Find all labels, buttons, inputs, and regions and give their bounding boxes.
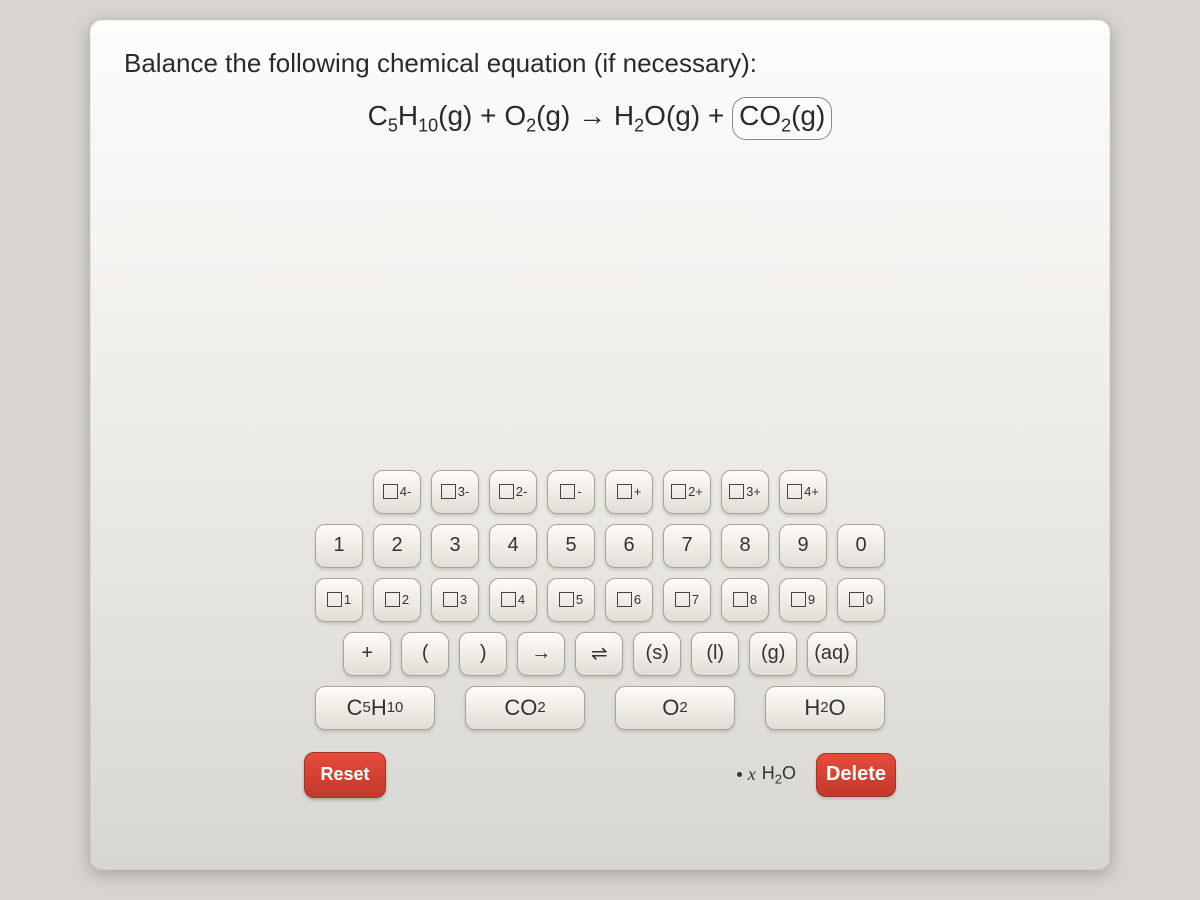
key-4[interactable]: 4 xyxy=(489,524,537,568)
key-sup-minus[interactable]: - xyxy=(547,470,595,514)
equation-display: C5H10(g) + O2(g) → H2O(g) + CO2(g) xyxy=(124,97,1076,140)
keypad: 4- 3- 2- - + 2+ 3+ 4+ 1 2 3 4 5 6 7 8 9 … xyxy=(124,470,1076,798)
key-9[interactable]: 9 xyxy=(779,524,827,568)
key-o2[interactable]: O2 xyxy=(615,686,735,730)
delete-button[interactable]: Delete xyxy=(816,753,896,797)
eq-o2: O2(g) xyxy=(504,100,578,131)
eq-h2o: H2O(g) xyxy=(614,100,708,131)
key-sub-3[interactable]: 3 xyxy=(431,578,479,622)
key-sup-3plus[interactable]: 3+ xyxy=(721,470,769,514)
row-superscripts: 4- 3- 2- - + 2+ 3+ 4+ xyxy=(373,470,827,514)
key-2[interactable]: 2 xyxy=(373,524,421,568)
key-5[interactable]: 5 xyxy=(547,524,595,568)
key-sub-8[interactable]: 8 xyxy=(721,578,769,622)
key-state-s[interactable]: (s) xyxy=(633,632,681,676)
key-sub-7[interactable]: 7 xyxy=(663,578,711,622)
key-state-g[interactable]: (g) xyxy=(749,632,797,676)
row-operators: + ( ) → ⇌ (s) (l) (g) (aq) xyxy=(343,632,857,676)
question-prompt: Balance the following chemical equation … xyxy=(124,48,1076,79)
key-sub-2[interactable]: 2 xyxy=(373,578,421,622)
key-7[interactable]: 7 xyxy=(663,524,711,568)
answer-hint: x H2O xyxy=(727,763,806,787)
key-h2o[interactable]: H2O xyxy=(765,686,885,730)
answer-workspace[interactable] xyxy=(124,150,1076,470)
eq-arrow: → xyxy=(578,100,614,131)
key-0[interactable]: 0 xyxy=(837,524,885,568)
row-compounds: C5H10 CO2 O2 H2O xyxy=(315,686,885,730)
key-6[interactable]: 6 xyxy=(605,524,653,568)
key-sup-2plus[interactable]: 2+ xyxy=(663,470,711,514)
key-c5h10[interactable]: C5H10 xyxy=(315,686,435,730)
eq-plus-1: + xyxy=(480,100,504,131)
key-sub-1[interactable]: 1 xyxy=(315,578,363,622)
key-sub-4[interactable]: 4 xyxy=(489,578,537,622)
row-numbers: 1 2 3 4 5 6 7 8 9 0 xyxy=(315,524,885,568)
row-bottom: Reset x H2O Delete xyxy=(124,752,1076,798)
key-lparen[interactable]: ( xyxy=(401,632,449,676)
reset-button[interactable]: Reset xyxy=(304,752,386,798)
eq-plus-2: + xyxy=(708,100,732,131)
key-sub-0[interactable]: 0 xyxy=(837,578,885,622)
key-rparen[interactable]: ) xyxy=(459,632,507,676)
key-arrow[interactable]: → xyxy=(517,632,565,676)
key-sub-6[interactable]: 6 xyxy=(605,578,653,622)
key-sup-4plus[interactable]: 4+ xyxy=(779,470,827,514)
key-sup-2minus[interactable]: 2- xyxy=(489,470,537,514)
key-8[interactable]: 8 xyxy=(721,524,769,568)
eq-co2-selected[interactable]: CO2(g) xyxy=(732,97,832,140)
key-equilibrium[interactable]: ⇌ xyxy=(575,632,623,676)
key-sub-5[interactable]: 5 xyxy=(547,578,595,622)
key-sup-3minus[interactable]: 3- xyxy=(431,470,479,514)
key-1[interactable]: 1 xyxy=(315,524,363,568)
eq-c5h10: C5H10(g) xyxy=(368,100,481,131)
key-sup-plus[interactable]: + xyxy=(605,470,653,514)
key-state-aq[interactable]: (aq) xyxy=(807,632,857,676)
row-subscripts: 1 2 3 4 5 6 7 8 9 0 xyxy=(315,578,885,622)
key-sup-4minus[interactable]: 4- xyxy=(373,470,421,514)
key-plus[interactable]: + xyxy=(343,632,391,676)
key-3[interactable]: 3 xyxy=(431,524,479,568)
key-sub-9[interactable]: 9 xyxy=(779,578,827,622)
bullet-icon xyxy=(737,772,742,777)
key-state-l[interactable]: (l) xyxy=(691,632,739,676)
key-co2[interactable]: CO2 xyxy=(465,686,585,730)
question-card: Balance the following chemical equation … xyxy=(90,20,1110,870)
